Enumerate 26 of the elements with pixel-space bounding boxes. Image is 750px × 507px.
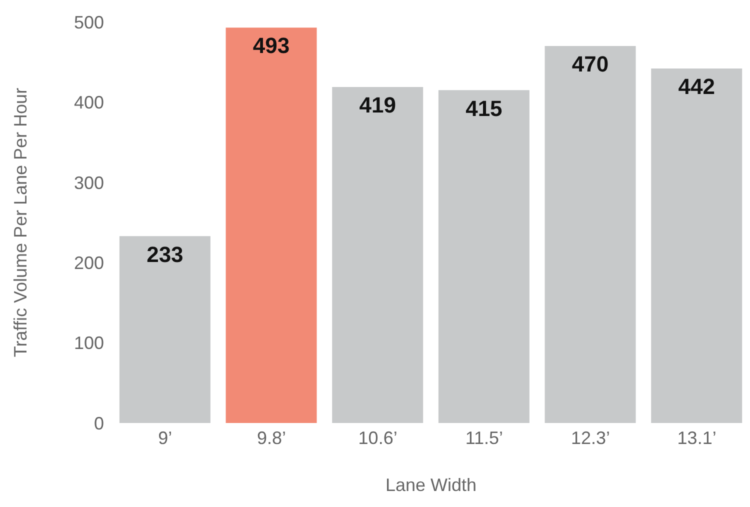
bar xyxy=(651,68,742,423)
x-tick-label: 12.3’ xyxy=(570,428,610,448)
data-label: 419 xyxy=(359,92,396,118)
x-tick-label: 13.1’ xyxy=(677,428,716,448)
x-tick-label: 9.8’ xyxy=(256,428,286,448)
x-tick-label: 9’ xyxy=(158,428,172,448)
data-label: 470 xyxy=(572,52,609,77)
y-axis-title: Traffic Volume Per Lane Per Hour xyxy=(10,88,30,358)
bar xyxy=(544,46,636,423)
x-tick-label: 10.6’ xyxy=(358,428,398,448)
x-axis-title: Lane Width xyxy=(385,475,477,495)
y-tick-label: 300 xyxy=(74,172,104,193)
bar xyxy=(119,236,210,423)
data-label: 442 xyxy=(678,74,715,100)
data-label: 493 xyxy=(252,33,290,58)
y-tick-label: 100 xyxy=(74,333,104,354)
x-tick-label: 11.5’ xyxy=(465,428,504,448)
data-label: 233 xyxy=(146,242,184,267)
y-tick-label: 400 xyxy=(74,92,104,113)
bar xyxy=(438,90,530,423)
data-label: 415 xyxy=(466,96,502,121)
bar xyxy=(332,86,424,423)
y-tick-label: 0 xyxy=(94,413,104,434)
bar xyxy=(226,28,317,423)
y-tick-label: 200 xyxy=(74,252,104,273)
y-tick-label: 500 xyxy=(74,12,104,32)
